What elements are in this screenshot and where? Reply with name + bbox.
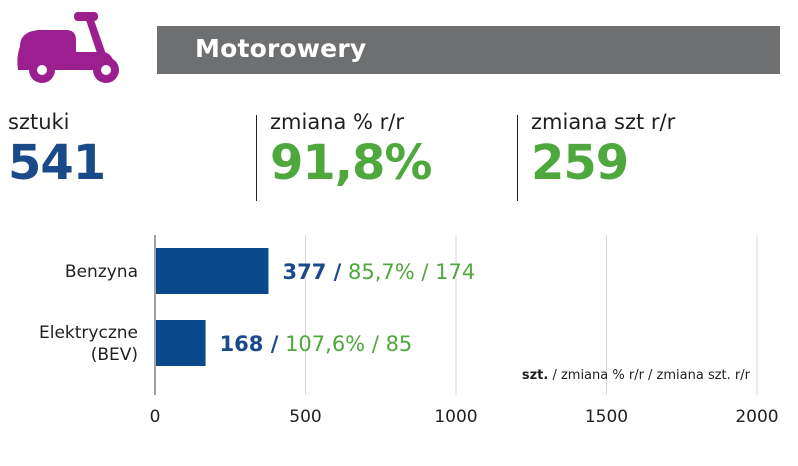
stat-units-label: sztuki <box>8 110 70 134</box>
page-title: Motorowery <box>195 34 367 63</box>
stat-change-units: zmiana szt r/r 259 <box>531 110 676 191</box>
data-label: 168 / 107,6% / 85 <box>220 332 413 356</box>
stat-change-percent-label: zmiana % r/r <box>270 110 405 134</box>
stat-divider <box>517 115 518 201</box>
bar <box>156 320 206 366</box>
bar <box>156 248 269 294</box>
title-bar: Motorowery <box>157 26 780 74</box>
stat-units-value: 541 <box>8 135 106 191</box>
stat-divider <box>256 115 257 201</box>
x-tick-label: 0 <box>150 407 161 427</box>
category-label: Benzyna <box>65 262 138 282</box>
x-tick-label: 500 <box>289 407 321 427</box>
scooter-icon <box>17 12 119 83</box>
x-tick-label: 1000 <box>434 407 477 427</box>
stat-change-percent: zmiana % r/r 91,8% <box>270 110 433 191</box>
data-label: 377 / 85,7% / 174 <box>282 260 475 284</box>
stat-change-units-value: 259 <box>531 135 629 191</box>
stat-change-units-label: zmiana szt r/r <box>531 110 676 134</box>
category-label: Elektryczne (BEV) <box>39 323 138 365</box>
legend-note: szt. / zmiana % r/r / zmiana szt. r/r <box>522 368 751 383</box>
x-tick-label: 2000 <box>735 407 778 427</box>
stat-units: sztuki 541 <box>8 110 106 191</box>
x-tick-label: 1500 <box>585 407 628 427</box>
stat-change-percent-value: 91,8% <box>270 135 433 191</box>
